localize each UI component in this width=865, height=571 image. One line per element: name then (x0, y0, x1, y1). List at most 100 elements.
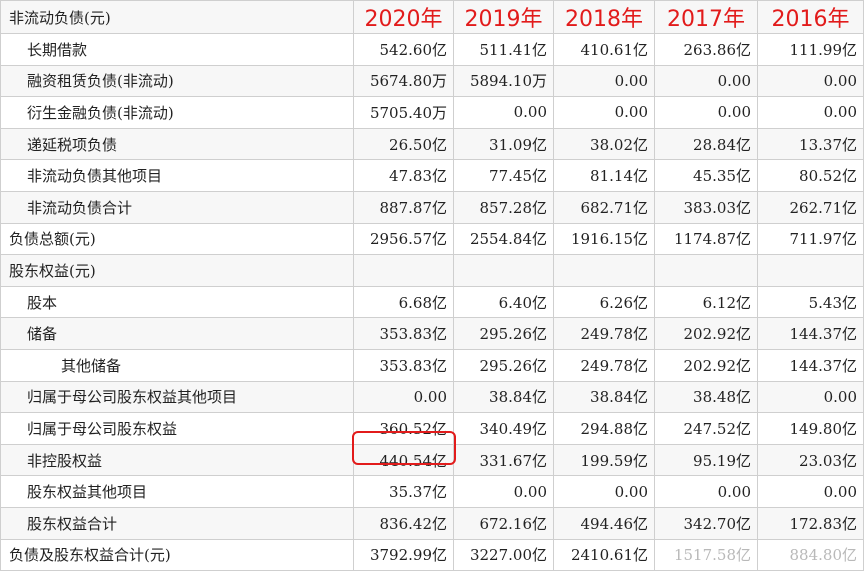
cell-value (757, 254, 864, 287)
row-label: 股东权益其他项目 (0, 475, 354, 508)
cell-value: 511.41亿 (453, 33, 554, 66)
cell-value: 295.26亿 (453, 317, 554, 350)
cell-value: 1916.15亿 (553, 222, 655, 256)
table-row: 归属于母公司股东权益其他项目 0.00 38.84亿 38.84亿 38.48亿… (0, 380, 864, 414)
cell-value: 263.86亿 (654, 33, 758, 66)
table-row: 归属于母公司股东权益 360.52亿 340.49亿 294.88亿 247.5… (0, 412, 864, 445)
cell-value: 1517.58亿 (654, 538, 758, 571)
cell-value: 38.48亿 (654, 380, 758, 414)
row-label: 长期借款 (0, 33, 354, 66)
row-label: 非流动负债合计 (0, 190, 354, 224)
cell-value: 38.84亿 (553, 380, 655, 414)
section-title-equity: 股东权益(元) (0, 254, 354, 287)
cell-value: 149.80亿 (757, 412, 864, 445)
table-row: 股本 6.68亿 6.40亿 6.26亿 6.12亿 5.43亿 (0, 285, 864, 319)
table-row: 负债及股东权益合计(元) 3792.99亿 3227.00亿 2410.61亿 … (0, 538, 864, 571)
cell-value: 5.43亿 (757, 285, 864, 319)
cell-value: 0.00 (553, 64, 655, 98)
cell-value: 0.00 (353, 380, 454, 414)
cell-value: 5705.40万 (353, 96, 454, 129)
table-row: 非流动负债其他项目 47.83亿 77.45亿 81.14亿 45.35亿 80… (0, 159, 864, 192)
cell-value: 410.61亿 (553, 33, 655, 66)
cell-value: 202.92亿 (654, 317, 758, 350)
cell-value: 81.14亿 (553, 159, 655, 192)
row-label: 负债及股东权益合计(元) (0, 538, 354, 571)
cell-value: 144.37亿 (757, 348, 864, 382)
cell-value: 3792.99亿 (353, 538, 454, 571)
cell-value: 294.88亿 (553, 412, 655, 445)
cell-value (353, 254, 454, 287)
cell-value: 857.28亿 (453, 190, 554, 224)
cell-value: 6.68亿 (353, 285, 454, 319)
table-row: 非控股权益 440.54亿 331.67亿 199.59亿 95.19亿 23.… (0, 443, 864, 477)
year-header: 2020年 (353, 0, 454, 34)
cell-value: 31.09亿 (453, 127, 554, 161)
table-row: 股东权益合计 836.42亿 672.16亿 494.46亿 342.70亿 1… (0, 506, 864, 540)
table-row: 股东权益其他项目 35.37亿 0.00 0.00 0.00 0.00 (0, 475, 864, 508)
section-row: 股东权益(元) (0, 254, 864, 287)
cell-value: 331.67亿 (453, 443, 554, 477)
year-header: 2016年 (757, 0, 864, 34)
cell-value: 172.83亿 (757, 506, 864, 540)
cell-value: 262.71亿 (757, 190, 864, 224)
cell-value: 35.37亿 (353, 475, 454, 508)
row-label: 非流动负债其他项目 (0, 159, 354, 192)
cell-value: 0.00 (553, 475, 655, 508)
cell-value: 0.00 (757, 96, 864, 129)
cell-value: 6.40亿 (453, 285, 554, 319)
cell-value: 249.78亿 (553, 348, 655, 382)
year-header: 2017年 (654, 0, 758, 34)
cell-value: 6.12亿 (654, 285, 758, 319)
cell-value: 95.19亿 (654, 443, 758, 477)
cell-value (553, 254, 655, 287)
cell-value: 2410.61亿 (553, 538, 655, 571)
cell-value: 494.46亿 (553, 506, 655, 540)
table-row: 负债总额(元) 2956.57亿 2554.84亿 1916.15亿 1174.… (0, 222, 864, 256)
cell-value: 353.83亿 (353, 317, 454, 350)
cell-value: 383.03亿 (654, 190, 758, 224)
cell-value: 295.26亿 (453, 348, 554, 382)
cell-value: 26.50亿 (353, 127, 454, 161)
cell-value: 836.42亿 (353, 506, 454, 540)
cell-value: 0.00 (757, 380, 864, 414)
row-label: 负债总额(元) (0, 222, 354, 256)
header-row: 非流动负债(元) 2020年 2019年 2018年 2017年 2016年 (0, 0, 864, 34)
year-header: 2018年 (553, 0, 655, 34)
cell-value: 0.00 (453, 96, 554, 129)
year-header: 2019年 (453, 0, 554, 34)
row-label: 股本 (0, 285, 354, 319)
row-label: 衍生金融负债(非流动) (0, 96, 354, 129)
cell-value (453, 254, 554, 287)
row-label: 储备 (0, 317, 354, 350)
cell-value: 0.00 (757, 64, 864, 98)
table-row: 长期借款 542.60亿 511.41亿 410.61亿 263.86亿 111… (0, 33, 864, 66)
cell-value: 1174.87亿 (654, 222, 758, 256)
cell-value: 340.49亿 (453, 412, 554, 445)
table-row: 递延税项负债 26.50亿 31.09亿 38.02亿 28.84亿 13.37… (0, 127, 864, 161)
row-label: 归属于母公司股东权益 (0, 412, 354, 445)
section-title-noncurrent-liabilities: 非流动负债(元) (0, 0, 354, 34)
cell-value: 711.97亿 (757, 222, 864, 256)
row-label: 其他储备 (0, 348, 354, 382)
cell-value: 45.35亿 (654, 159, 758, 192)
cell-value: 342.70亿 (654, 506, 758, 540)
cell-value: 353.83亿 (353, 348, 454, 382)
cell-value: 80.52亿 (757, 159, 864, 192)
cell-value: 2554.84亿 (453, 222, 554, 256)
cell-value: 38.84亿 (453, 380, 554, 414)
row-label: 归属于母公司股东权益其他项目 (0, 380, 354, 414)
cell-value: 28.84亿 (654, 127, 758, 161)
cell-value: 6.26亿 (553, 285, 655, 319)
cell-value: 682.71亿 (553, 190, 655, 224)
cell-value: 199.59亿 (553, 443, 655, 477)
cell-value: 5894.10万 (453, 64, 554, 98)
cell-value: 247.52亿 (654, 412, 758, 445)
row-label: 股东权益合计 (0, 506, 354, 540)
cell-value (654, 254, 758, 287)
cell-value: 249.78亿 (553, 317, 655, 350)
table-row: 非流动负债合计 887.87亿 857.28亿 682.71亿 383.03亿 … (0, 190, 864, 224)
row-label: 非控股权益 (0, 443, 354, 477)
cell-value: 111.99亿 (757, 33, 864, 66)
cell-value: 144.37亿 (757, 317, 864, 350)
